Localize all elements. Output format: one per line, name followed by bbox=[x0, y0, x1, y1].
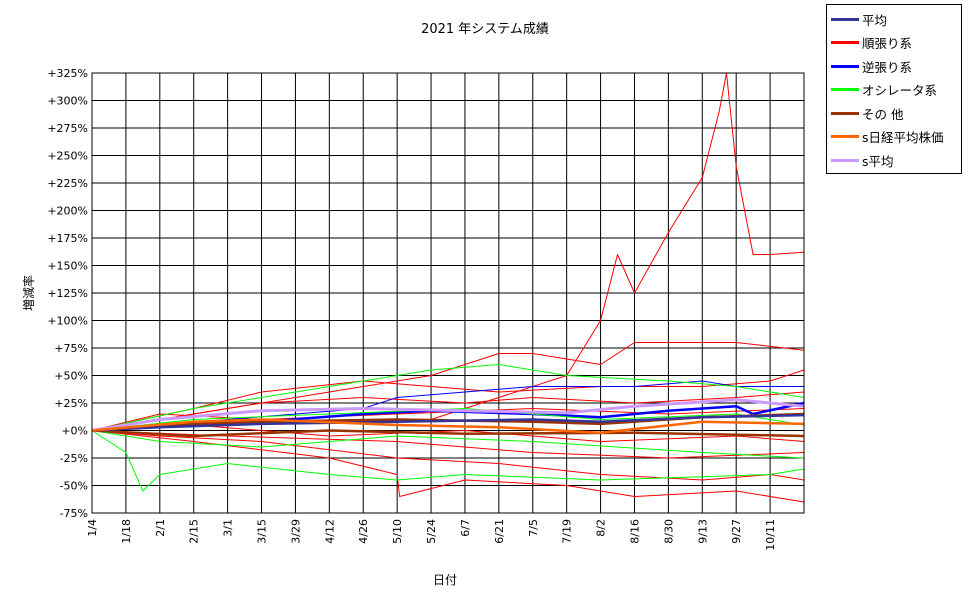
legend-item: 平均 bbox=[831, 9, 887, 29]
y-tick-label: +250% bbox=[47, 150, 88, 163]
legend-label: s日経平均株価 bbox=[862, 130, 944, 145]
legend-swatch bbox=[831, 158, 859, 162]
x-tick-label: 7/19 bbox=[561, 519, 574, 544]
y-tick-label: +25% bbox=[54, 397, 88, 410]
y-tick-label: -25% bbox=[60, 452, 88, 465]
x-tick-label: 10/11 bbox=[764, 519, 777, 551]
series-layer bbox=[91, 72, 805, 503]
legend-item: 順張り系 bbox=[831, 33, 912, 53]
x-tick-label: 3/29 bbox=[289, 519, 302, 544]
y-tick-label: +75% bbox=[54, 342, 88, 355]
y-tick-label: +100% bbox=[47, 315, 88, 328]
series-line bbox=[91, 430, 805, 492]
legend-item: s日経平均株価 bbox=[831, 127, 944, 147]
x-tick-label: 7/5 bbox=[527, 519, 540, 537]
legend-swatch bbox=[831, 111, 859, 115]
y-tick-label: +175% bbox=[47, 232, 88, 245]
legend-label: オシレータ系 bbox=[862, 83, 938, 98]
y-tick-label: +150% bbox=[47, 260, 88, 273]
legend-label: 順張り系 bbox=[862, 36, 913, 51]
x-tick-label: 8/30 bbox=[662, 519, 675, 544]
x-tick-label: 5/24 bbox=[425, 519, 438, 544]
y-tick-label: +125% bbox=[47, 287, 88, 300]
y-tick-label: +225% bbox=[47, 177, 88, 190]
y-tick-label: -50% bbox=[60, 480, 88, 493]
y-tick-label: +50% bbox=[54, 370, 88, 383]
y-tick-label: -75% bbox=[60, 507, 88, 520]
series-line bbox=[91, 391, 805, 431]
y-tick-label: +325% bbox=[47, 67, 88, 80]
series-line bbox=[91, 72, 805, 431]
x-tick-label: 8/16 bbox=[628, 519, 641, 544]
x-tick-label: 6/7 bbox=[459, 519, 472, 537]
series-line bbox=[91, 364, 805, 431]
legend-item: s平均 bbox=[831, 150, 894, 170]
x-tick-label: 6/21 bbox=[493, 519, 506, 544]
x-tick-label: 2/1 bbox=[154, 519, 167, 537]
y-tick-label: +275% bbox=[47, 122, 88, 135]
legend: 平均順張り系逆張り系オシレータ系 その 他 s日経平均株価 s平均 bbox=[826, 4, 962, 174]
legend-label: 逆張り系 bbox=[862, 59, 913, 75]
plot-area bbox=[91, 72, 805, 514]
x-tick-label: 8/2 bbox=[595, 519, 608, 537]
x-tick-label: 1/18 bbox=[120, 519, 133, 544]
legend-label: その 他 bbox=[862, 106, 904, 122]
series-line bbox=[91, 430, 805, 481]
x-tick-labels: 1/4 1/18 2/1 2/15 3/1 3/15 3/29 4/12 4/26 5/10 5/2… bbox=[86, 519, 777, 551]
legend-swatch bbox=[831, 41, 859, 44]
legend-item: その 他 bbox=[831, 103, 903, 123]
grid bbox=[91, 72, 804, 514]
x-tick-label: 4/26 bbox=[357, 519, 370, 544]
x-tick-label: 9/27 bbox=[730, 519, 743, 544]
legend-swatch bbox=[831, 135, 859, 138]
legend-swatch bbox=[831, 17, 859, 21]
chart-title: 2021 年システム成績 bbox=[421, 22, 549, 37]
x-tick-label: 3/1 bbox=[222, 519, 235, 537]
legend-label: s平均 bbox=[862, 153, 894, 169]
legend-swatch bbox=[831, 64, 859, 68]
series-line bbox=[91, 408, 805, 431]
x-tick-label: 1/4 bbox=[86, 519, 99, 537]
x-tick-label: 9/13 bbox=[696, 519, 709, 544]
x-tick-label: 5/10 bbox=[391, 519, 404, 544]
x-axis-label: 日付 bbox=[433, 573, 457, 587]
legend-item: オシレータ系 bbox=[831, 80, 937, 100]
series-line bbox=[91, 380, 804, 431]
legend-item: 逆張り系 bbox=[831, 56, 912, 76]
legend-swatch bbox=[831, 88, 859, 91]
x-tick-label: 3/15 bbox=[256, 519, 269, 544]
series-line bbox=[91, 398, 805, 432]
y-tick-label: +300% bbox=[47, 95, 88, 108]
series-line bbox=[91, 369, 805, 431]
x-tick-label: 4/12 bbox=[323, 519, 336, 544]
series-line bbox=[91, 430, 805, 459]
y-tick-labels: +325% +300% +275% +250% +225% +200% +175% +150%… bbox=[47, 67, 88, 520]
y-axis-label: 増減率 bbox=[21, 275, 36, 311]
series-line bbox=[91, 413, 805, 432]
legend-label: 平均 bbox=[862, 12, 888, 28]
y-tick-label: +200% bbox=[47, 205, 88, 218]
x-tick-label: 2/15 bbox=[188, 519, 201, 544]
series-line bbox=[91, 430, 805, 503]
series-line bbox=[91, 418, 805, 434]
series-line bbox=[91, 408, 805, 431]
series-line bbox=[91, 429, 805, 438]
y-tick-label: +0% bbox=[61, 425, 88, 438]
